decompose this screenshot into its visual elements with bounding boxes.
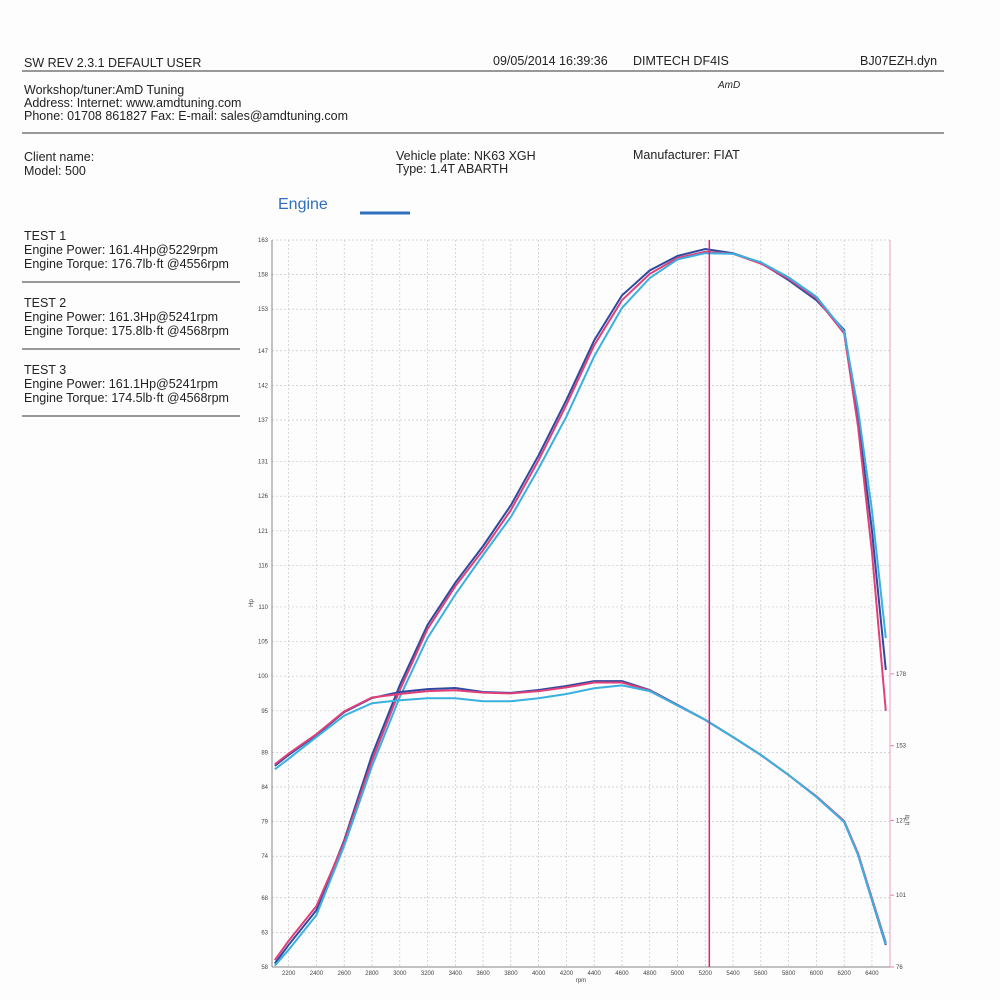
y-tick-label: 137	[258, 418, 269, 424]
x-tick-label: 3800	[504, 971, 518, 977]
x-tick-label: 5400	[726, 971, 740, 977]
y2-axis-label: lb·ft	[903, 815, 909, 825]
y-tick-label: 58	[261, 965, 268, 971]
test-power: Engine Power: 161.3Hp@5241rpm	[24, 310, 218, 324]
client-name: Client name:	[24, 150, 94, 164]
y-tick-label: 95	[261, 709, 268, 715]
y-tick-label: 68	[261, 896, 268, 902]
test-power: Engine Power: 161.1Hp@5241rpm	[24, 377, 218, 391]
y-tick-label: 126	[258, 494, 269, 500]
y-tick-label: 142	[258, 383, 269, 389]
x-tick-label: 2400	[310, 971, 324, 977]
test-torque: Engine Torque: 176.7lb·ft @4556rpm	[24, 257, 229, 271]
y-tick-label: 153	[258, 307, 269, 313]
test-title: TEST 1	[24, 229, 66, 243]
x-tick-label: 6000	[810, 971, 824, 977]
x-tick-label: 4400	[588, 971, 602, 977]
software: SW REV 2.3.1 DEFAULT USER	[24, 56, 201, 70]
x-tick-label: 2800	[365, 971, 379, 977]
y-tick-label: 63	[261, 930, 268, 936]
chart: Engine 58 63 68 74 79 84 89 95 100 105 110 116 121 126…	[249, 196, 909, 984]
address: Address: Internet: www.amdtuning.com	[24, 96, 241, 110]
y2-tick-label: 76	[896, 965, 903, 971]
x-tick-label: 2200	[282, 971, 296, 977]
x-tick-label: 5800	[782, 971, 796, 977]
test-power: Engine Power: 161.4Hp@5229rpm	[24, 243, 218, 257]
x-tick-label: 3400	[449, 971, 463, 977]
y-tick-label: 147	[258, 349, 269, 355]
datetime: 09/05/2014 16:39:36	[493, 54, 608, 68]
x-tick-label: 5200	[699, 971, 713, 977]
y2-tick-label: 153	[896, 744, 907, 750]
y-tick-label: 163	[258, 238, 269, 244]
y-tick-label: 79	[261, 820, 268, 826]
model: Model: 500	[24, 164, 86, 178]
test-title: TEST 2	[24, 296, 66, 310]
series-line	[273, 247, 887, 965]
x-tick-label: 4200	[560, 971, 574, 977]
plate: Vehicle plate: NK63 XGH	[396, 149, 536, 163]
y-tick-label: 110	[258, 605, 268, 611]
x-tick-label: 3600	[476, 971, 490, 977]
y-tick-label: 121	[258, 529, 269, 535]
x-tick-label: 6200	[837, 971, 851, 977]
manufacturer: Manufacturer: FIAT	[633, 148, 740, 162]
vehicle-type: Type: 1.4T ABARTH	[396, 162, 508, 176]
y-tick-label: 131	[258, 460, 269, 466]
test-title: TEST 3	[24, 363, 66, 377]
y2-tick-label: 101	[896, 893, 907, 899]
x-tick-label: 3200	[421, 971, 435, 977]
test-torque: Engine Torque: 175.8lb·ft @4568rpm	[24, 324, 229, 338]
y-tick-label: 74	[261, 854, 268, 860]
x-tick-label: 4800	[643, 971, 657, 977]
x-tick-label: 3000	[393, 971, 407, 977]
y2-tick-label: 178	[896, 672, 907, 678]
y-tick-label: 105	[258, 640, 269, 646]
file: BJ07EZH.dyn	[860, 54, 937, 68]
x-tick-label: 5000	[671, 971, 685, 977]
test-torque: Engine Torque: 174.5lb·ft @4568rpm	[24, 391, 229, 405]
y-tick-label: 116	[258, 563, 268, 569]
x-tick-label: 4000	[532, 971, 546, 977]
y2-tick-label: 127	[896, 818, 907, 824]
x-axis-label: rpm	[576, 978, 586, 984]
y-tick-label: 89	[261, 750, 268, 756]
y-tick-label: 158	[258, 273, 269, 279]
phone: Phone: 01708 861827 Fax: E-mail: sales@a…	[24, 109, 348, 123]
x-tick-label: 6400	[865, 971, 879, 977]
dyno: DIMTECH DF4IS	[633, 54, 729, 68]
x-tick-label: 5600	[754, 971, 768, 977]
logo: AmD	[717, 80, 740, 91]
y-tick-label: 100	[258, 674, 269, 680]
series-line	[274, 252, 887, 967]
x-tick-label: 4600	[615, 971, 629, 977]
x-tick-label: 2600	[338, 971, 352, 977]
y-tick-label: 84	[261, 785, 268, 791]
y-axis-label: Hp	[249, 599, 255, 607]
legend-label: Engine	[278, 196, 328, 213]
series-line	[274, 684, 887, 945]
workshop: Workshop/tuner:AmD Tuning	[24, 83, 184, 97]
